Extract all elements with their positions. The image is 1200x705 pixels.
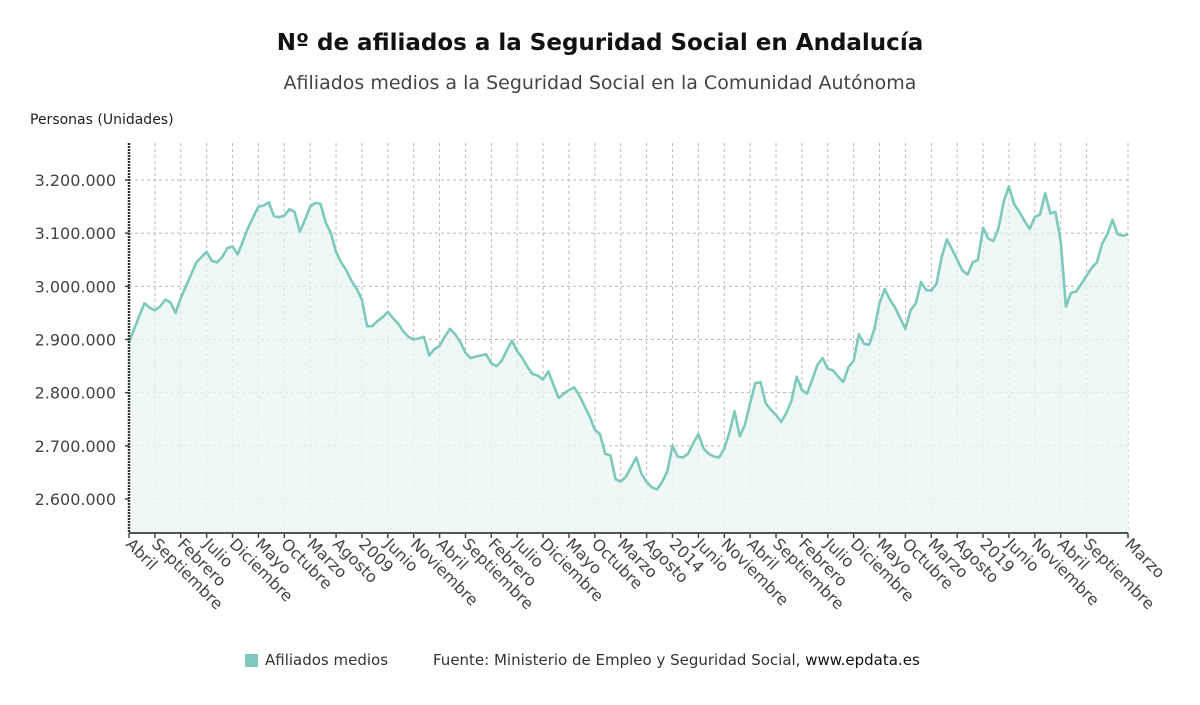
legend-swatch xyxy=(245,653,258,667)
series-line xyxy=(127,185,1129,491)
y-tick-label: 3.100.000 xyxy=(35,224,116,243)
legend-label: Afiliados medios xyxy=(265,651,389,669)
y-tick-label: 2.900.000 xyxy=(35,331,116,350)
source-note: Fuente: Ministerio de Empleo y Seguridad… xyxy=(433,651,920,669)
y-axis-label: Personas (Unidades) xyxy=(30,112,174,128)
series-area xyxy=(129,186,1128,533)
y-tick-label: 2.800.000 xyxy=(35,384,116,403)
y-tick-label: 3.200.000 xyxy=(35,171,116,190)
chart-title: Nº de afiliados a la Seguridad Social en… xyxy=(276,30,924,56)
x-tick-labels: AbrilSeptiembreFebreroJulioDiciembreMayo… xyxy=(122,534,1169,614)
y-tick-label: 2.600.000 xyxy=(35,490,116,509)
axes xyxy=(127,143,1128,534)
legend: Afiliados medios xyxy=(245,651,388,669)
source-text: Fuente: Ministerio de Empleo y Seguridad… xyxy=(433,651,806,669)
y-tick-label: 2.700.000 xyxy=(35,437,116,456)
y-tick-labels: 2.600.000 2.700.000 2.800.000 2.900.000 3.00… xyxy=(35,171,116,509)
chart-subtitle: Afiliados medios a la Seguridad Social e… xyxy=(283,72,917,94)
y-tick-label: 3.000.000 xyxy=(35,277,116,296)
source-link[interactable]: www.epdata.es xyxy=(805,651,920,669)
